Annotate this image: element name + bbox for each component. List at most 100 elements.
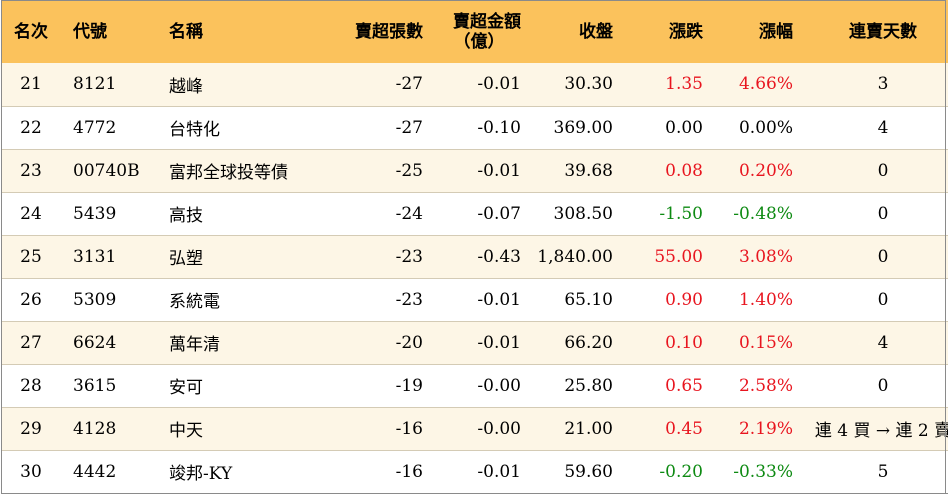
cell-streak: 4 <box>877 332 889 353</box>
cell-net-sell-lots: -20 <box>395 332 423 353</box>
cell-rank: 23 <box>20 160 42 181</box>
cell-pct: 1.40% <box>738 289 793 310</box>
table-row[interactable]: 30 4442 竣邦-KY -16 -0.01 59.60 -0.20 -0.33% 5 <box>1 450 948 493</box>
header-code[interactable]: 代號 <box>73 21 107 42</box>
cell-code[interactable]: 6624 <box>73 332 117 353</box>
header-rank[interactable]: 名次 <box>14 21 48 42</box>
cell-close: 308.50 <box>553 203 613 224</box>
cell-pct: 3.08% <box>738 246 793 267</box>
cell-streak: 連 4 買 → 連 2 賣 <box>814 421 948 441</box>
cell-close: 59.60 <box>564 461 613 482</box>
cell-code[interactable]: 5439 <box>73 203 117 224</box>
cell-streak: 0 <box>877 203 889 224</box>
cell-net-sell-lots: -27 <box>395 74 423 95</box>
cell-streak: 4 <box>877 117 889 138</box>
cell-name[interactable]: 竣邦-KY <box>169 464 233 484</box>
cell-close: 66.20 <box>564 332 613 353</box>
cell-name[interactable]: 高技 <box>169 206 203 226</box>
table-row[interactable]: 21 8121 越峰 -27 -0.01 30.30 1.35 4.66% 3 <box>1 63 948 106</box>
table-row[interactable]: 29 4128 中天 -16 -0.00 21.00 0.45 2.19% 連 4 買 → 連 … <box>1 407 948 450</box>
cell-streak: 5 <box>877 461 889 482</box>
cell-pct: -0.48% <box>733 203 793 224</box>
cell-net-sell-amount: -0.01 <box>477 289 521 310</box>
header-net-sell-amount[interactable]: 賣超金額 （億） <box>423 0 521 63</box>
cell-streak: 3 <box>877 74 889 95</box>
cell-net-sell-amount: -0.01 <box>477 461 521 482</box>
cell-rank: 25 <box>20 246 42 267</box>
cell-pct: 4.66% <box>738 74 793 95</box>
cell-change: 0.10 <box>665 332 703 353</box>
cell-net-sell-amount: -0.01 <box>477 160 521 181</box>
cell-change: 1.35 <box>665 74 703 95</box>
cell-net-sell-lots: -16 <box>395 461 423 482</box>
table-row[interactable]: 25 3131 弘塑 -23 -0.43 1,840.00 55.00 3.08% 0 <box>1 235 948 278</box>
table-header-row: 名次 代號 名稱 賣超張數 賣超金額 （億） 收盤 漲跌 漲幅 連賣天數 <box>1 0 948 63</box>
cell-code[interactable]: 8121 <box>73 74 117 95</box>
cell-net-sell-lots: -23 <box>395 246 423 267</box>
cell-change: 0.45 <box>665 418 703 439</box>
cell-code[interactable]: 4772 <box>73 117 117 138</box>
cell-streak: 0 <box>877 289 889 310</box>
cell-net-sell-lots: -24 <box>395 203 423 224</box>
cell-close: 21.00 <box>564 418 613 439</box>
cell-net-sell-amount: -0.01 <box>477 74 521 95</box>
table-row[interactable]: 24 5439 高技 -24 -0.07 308.50 -1.50 -0.48% 0 <box>1 192 948 235</box>
cell-net-sell-amount: -0.00 <box>477 418 521 439</box>
cell-close: 369.00 <box>553 117 613 138</box>
table-row[interactable]: 26 5309 系統電 -23 -0.01 65.10 0.90 1.40% 0 <box>1 278 948 321</box>
header-change[interactable]: 漲跌 <box>669 21 703 42</box>
cell-close: 25.80 <box>564 375 613 396</box>
cell-change: 0.90 <box>665 289 703 310</box>
cell-code[interactable]: 4128 <box>73 418 117 439</box>
cell-pct: 0.00% <box>738 117 793 138</box>
cell-streak: 0 <box>877 160 889 181</box>
cell-rank: 30 <box>20 461 42 482</box>
header-close[interactable]: 收盤 <box>579 21 613 42</box>
cell-code[interactable]: 00740B <box>73 160 140 181</box>
table-row[interactable]: 23 00740B 富邦全球投等債 -25 -0.01 39.68 0.08 0.20% 0 <box>1 149 948 192</box>
cell-net-sell-amount: -0.00 <box>477 375 521 396</box>
cell-rank: 27 <box>20 332 42 353</box>
cell-close: 39.68 <box>564 160 613 181</box>
cell-name[interactable]: 萬年清 <box>169 335 220 355</box>
cell-name[interactable]: 中天 <box>169 421 203 441</box>
cell-name[interactable]: 台特化 <box>169 120 220 140</box>
cell-rank: 29 <box>20 418 42 439</box>
cell-name[interactable]: 弘塑 <box>169 249 203 269</box>
cell-change: 0.00 <box>665 117 703 138</box>
cell-code[interactable]: 5309 <box>73 289 117 310</box>
cell-change: 0.08 <box>665 160 703 181</box>
table-row[interactable]: 22 4772 台特化 -27 -0.10 369.00 0.00 0.00% 4 <box>1 106 948 149</box>
header-net-sell-amount-line1: 賣超金額 <box>453 11 521 32</box>
cell-rank: 22 <box>20 117 42 138</box>
table-row[interactable]: 28 3615 安可 -19 -0.00 25.80 0.65 2.58% 0 <box>1 364 948 407</box>
cell-rank: 28 <box>20 375 42 396</box>
cell-name[interactable]: 系統電 <box>169 292 220 312</box>
cell-net-sell-amount: -0.01 <box>477 332 521 353</box>
cell-pct: 0.15% <box>738 332 793 353</box>
cell-net-sell-amount: -0.10 <box>477 117 521 138</box>
header-net-sell-amount-line2: （億） <box>453 31 505 52</box>
header-pct[interactable]: 漲幅 <box>759 21 793 42</box>
cell-code[interactable]: 3131 <box>73 246 117 267</box>
cell-code[interactable]: 3615 <box>73 375 117 396</box>
cell-name[interactable]: 安可 <box>169 378 203 398</box>
table-row[interactable]: 27 6624 萬年清 -20 -0.01 66.20 0.10 0.15% 4 <box>1 321 948 364</box>
cell-pct: 2.19% <box>738 418 793 439</box>
cell-name[interactable]: 越峰 <box>169 76 203 97</box>
cell-streak: 0 <box>877 246 889 267</box>
header-name[interactable]: 名稱 <box>169 21 203 42</box>
cell-change: -0.20 <box>659 461 703 482</box>
cell-net-sell-amount: -0.07 <box>477 203 521 224</box>
cell-rank: 24 <box>20 203 42 224</box>
cell-pct: 0.20% <box>738 160 793 181</box>
header-streak[interactable]: 連賣天數 <box>849 21 917 42</box>
cell-name[interactable]: 富邦全球投等債 <box>169 163 288 183</box>
cell-close: 65.10 <box>564 289 613 310</box>
cell-net-sell-lots: -27 <box>395 117 423 138</box>
cell-code[interactable]: 4442 <box>73 461 117 482</box>
cell-net-sell-lots: -19 <box>395 375 423 396</box>
header-net-sell-lots[interactable]: 賣超張數 <box>355 21 423 42</box>
cell-change: 55.00 <box>654 246 703 267</box>
